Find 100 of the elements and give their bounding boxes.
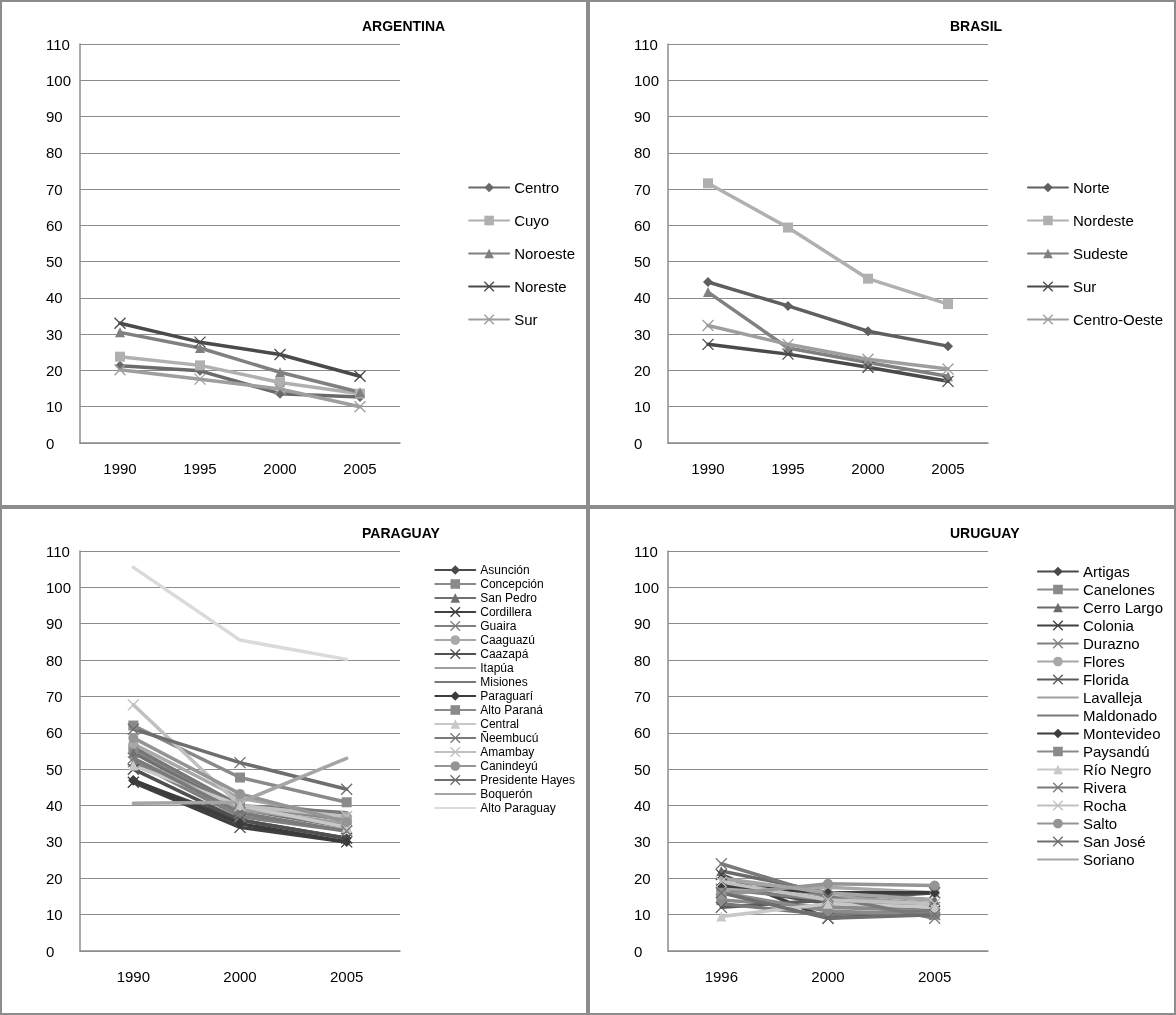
y-tick-label: 80 — [46, 651, 63, 669]
y-tick-label: 60 — [46, 216, 63, 234]
legend-label: Itapúa — [480, 661, 514, 675]
x-tick-label: 1995 — [183, 460, 217, 477]
chart-title: ARGENTINA — [362, 18, 446, 34]
legend-label: Ñeembucú — [480, 731, 539, 745]
legend-label: Soriano — [1082, 851, 1135, 868]
y-tick-label: 70 — [46, 180, 63, 198]
y-tick-label: 60 — [46, 724, 63, 742]
y-tick-label: 40 — [46, 797, 63, 815]
x-tick-label: 2005 — [329, 968, 364, 985]
x-tick-label: 2005 — [931, 460, 965, 477]
y-tick-label: 100 — [634, 578, 660, 596]
legend-label: Cordillera — [480, 605, 532, 619]
chart-title: BRASIL — [950, 18, 1003, 34]
legend-label: Paysandú — [1082, 743, 1150, 760]
legend-label: Guaira — [480, 619, 517, 633]
y-tick-label: 0 — [46, 434, 55, 452]
x-tick-label: 2005 — [343, 460, 377, 477]
legend-label: Caaguazú — [480, 633, 535, 647]
y-tick-label: 20 — [46, 869, 63, 887]
x-tick-label: 2000 — [851, 460, 885, 477]
y-tick-label: 20 — [46, 361, 63, 379]
y-tick-label: 100 — [634, 71, 660, 89]
legend-label: Maldonado — [1082, 707, 1158, 724]
legend-label: Salto — [1082, 815, 1118, 832]
legend-label: Cuyo — [514, 212, 550, 229]
legend-label: Centro-Oeste — [1072, 311, 1164, 328]
y-tick-label: 100 — [46, 71, 72, 89]
y-tick-label: 60 — [634, 724, 651, 742]
y-tick-label: 70 — [634, 180, 651, 198]
legend-label: Noroeste — [514, 245, 576, 262]
legend-label: Alto Paraná — [480, 703, 544, 717]
x-tick-label: 2000 — [223, 968, 257, 985]
y-tick-label: 90 — [46, 615, 63, 633]
legend-label: Misiones — [480, 675, 528, 689]
legend-label: Río Negro — [1082, 761, 1152, 778]
x-tick-label: 1996 — [704, 968, 739, 985]
legend-label: San Pedro — [480, 591, 538, 605]
legend-label: Durazno — [1082, 635, 1140, 652]
y-tick-label: 110 — [46, 35, 70, 53]
legend-label: Rivera — [1082, 779, 1127, 796]
legend-label: Amambay — [480, 745, 535, 759]
y-tick-label: 10 — [46, 906, 63, 924]
legend-label: Presidente Hayes — [480, 773, 575, 787]
y-tick-label: 0 — [634, 942, 643, 960]
x-tick-label: 1990 — [103, 460, 137, 477]
y-tick-label: 30 — [634, 833, 651, 851]
x-tick-label: 2000 — [811, 968, 845, 985]
y-tick-label: 20 — [634, 869, 651, 887]
y-tick-label: 10 — [46, 398, 63, 416]
y-tick-label: 40 — [46, 289, 63, 307]
legend-label: Artigas — [1082, 563, 1130, 580]
legend-label: Asunción — [480, 563, 530, 577]
y-tick-label: 10 — [634, 906, 651, 924]
y-tick-label: 90 — [634, 108, 651, 126]
legend-label: Florida — [1082, 671, 1130, 688]
legend-label: San José — [1082, 833, 1146, 850]
y-tick-label: 80 — [46, 144, 63, 162]
y-tick-label: 90 — [46, 108, 63, 126]
y-tick-label: 0 — [46, 942, 55, 960]
y-tick-label: 30 — [634, 325, 651, 343]
y-tick-label: 50 — [634, 760, 651, 778]
legend-label: Boquerón — [480, 787, 533, 801]
legend-label: Sudeste — [1072, 245, 1129, 262]
y-tick-label: 50 — [46, 760, 63, 778]
y-tick-label: 40 — [634, 797, 651, 815]
legend-label: Cerro Largo — [1082, 599, 1164, 616]
y-tick-label: 10 — [634, 398, 651, 416]
y-tick-label: 110 — [634, 35, 658, 53]
y-tick-label: 60 — [634, 216, 651, 234]
legend-label: Sur — [1072, 278, 1097, 295]
legend-label: Rocha — [1082, 797, 1127, 814]
y-tick-label: 110 — [46, 542, 70, 560]
y-tick-label: 50 — [634, 253, 651, 271]
legend-label: Caazapá — [480, 647, 529, 661]
legend-label: Sur — [514, 311, 538, 328]
y-tick-label: 40 — [634, 289, 651, 307]
y-tick-label: 80 — [634, 651, 651, 669]
legend-label: Concepción — [480, 577, 544, 591]
legend-label: Canelones — [1082, 581, 1155, 598]
y-tick-label: 80 — [634, 144, 651, 162]
x-tick-label: 2005 — [917, 968, 952, 985]
chart-title: URUGUAY — [950, 525, 1020, 541]
x-tick-label: 2000 — [263, 460, 297, 477]
y-tick-label: 100 — [46, 578, 72, 596]
legend-label: Noreste — [514, 278, 567, 295]
legend-label: Nordeste — [1072, 212, 1134, 229]
x-tick-label: 1990 — [116, 968, 151, 985]
legend-label: Montevideo — [1082, 725, 1161, 742]
legend-label: Norte — [1072, 179, 1110, 196]
y-tick-label: 50 — [46, 253, 63, 271]
legend-label: Flores — [1082, 653, 1125, 670]
legend-label: Colonia — [1082, 617, 1135, 634]
legend-label: Alto Paraguay — [480, 801, 556, 815]
legend-label: Canindeyú — [480, 759, 538, 773]
y-tick-label: 0 — [634, 434, 643, 452]
y-tick-label: 30 — [46, 325, 63, 343]
legend-label: Centro — [514, 179, 560, 196]
y-tick-label: 30 — [46, 833, 63, 851]
